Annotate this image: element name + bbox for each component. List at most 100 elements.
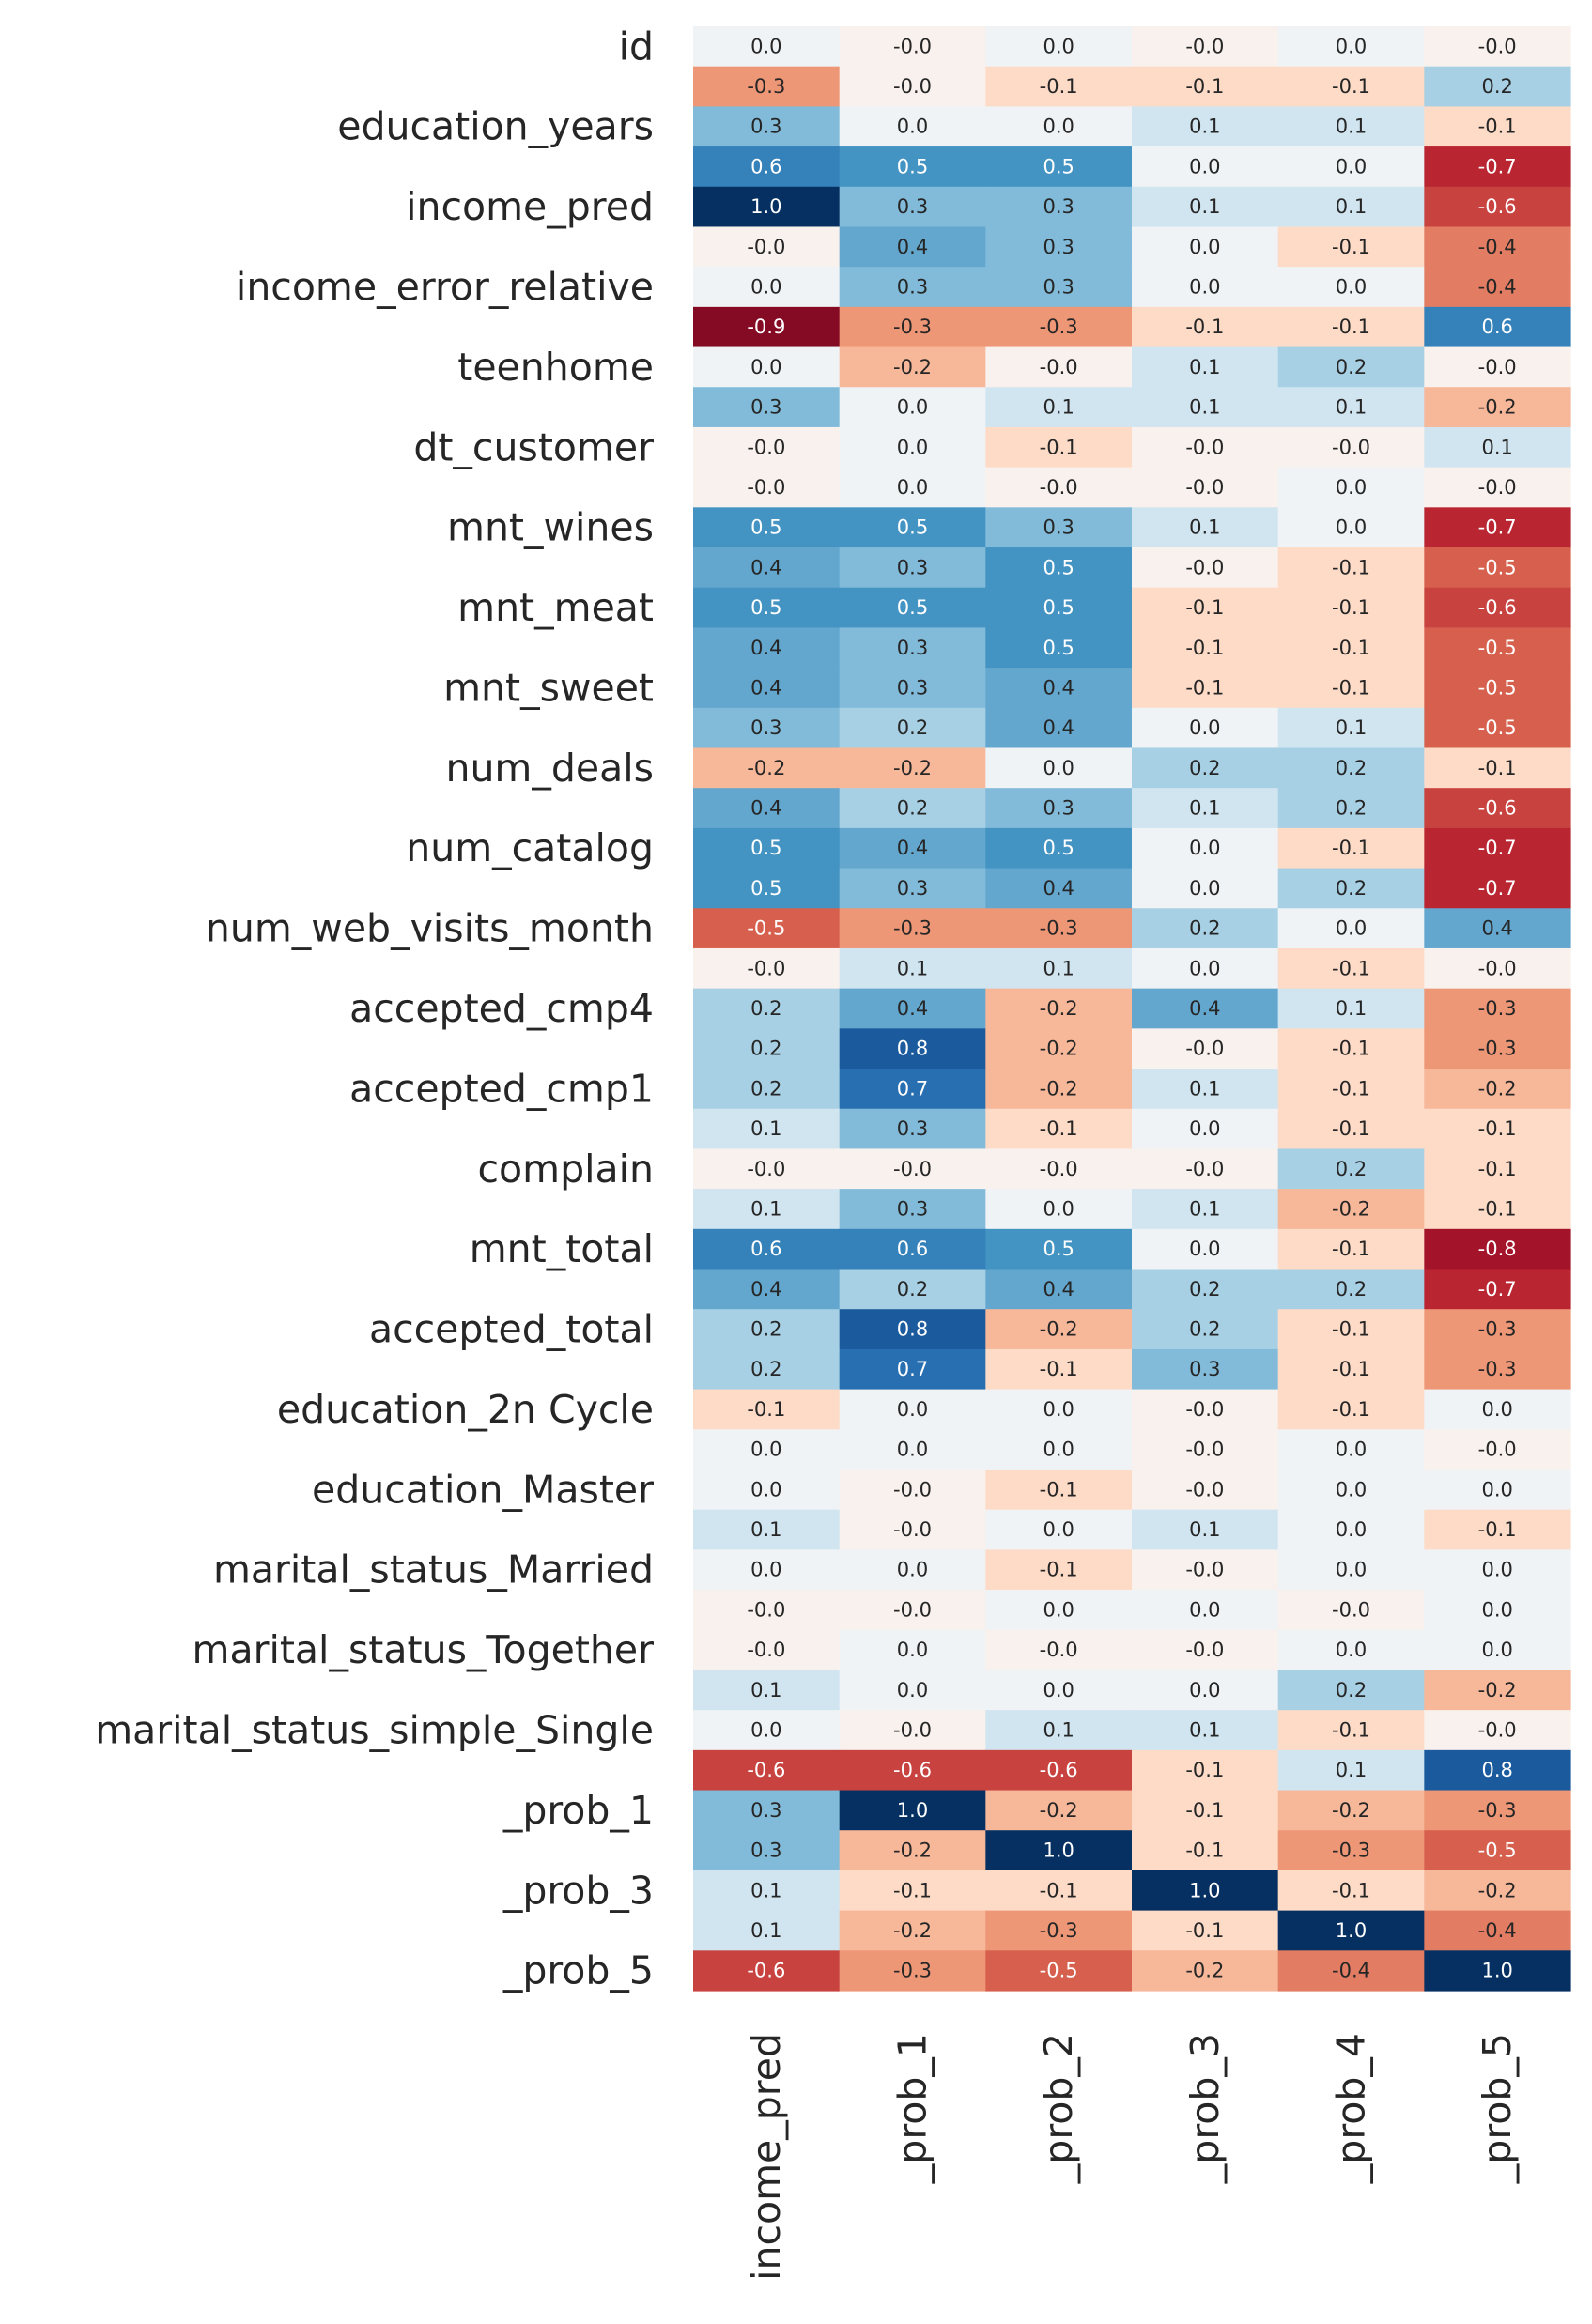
heatmap-cell [985,1670,1133,1711]
heatmap-cell [693,1509,841,1550]
cell-value-label: -0.0 [1040,356,1078,378]
heatmap-cell [985,947,1133,990]
heatmap-cell [693,1790,841,1831]
heatmap-cell [839,1309,986,1350]
cell-value-label: 0.1 [1189,356,1220,378]
cell-value-label: -0.2 [1040,1077,1078,1100]
cell-value-label: -0.0 [1185,1158,1224,1180]
heatmap-cell [693,1670,841,1711]
heatmap-cell [693,1549,841,1591]
cell-value-label: -0.3 [1478,1038,1517,1060]
heatmap-cell [693,426,841,469]
cell-value-label: -0.5 [1478,556,1517,578]
heatmap-cell [985,1830,1133,1871]
cell-value-label: 1.0 [897,1799,928,1822]
heatmap-cell [693,1148,841,1190]
heatmap-cell [693,1389,841,1430]
cell-value-label: 0.2 [1336,757,1367,779]
heatmap-cell [985,1509,1133,1550]
cell-value-label: 0.0 [1189,1679,1220,1701]
heatmap-cell [839,1148,986,1190]
heatmap-cell [839,66,986,107]
heatmap-cells: 0.0 -0.0 0.0 -0.0 0.0 -0.0 -0.3 -0.0 -0.1 -0.1 -0.… [693,26,1571,1992]
cell-value-label: 0.2 [1336,1679,1367,1701]
heatmap-cell [985,1228,1133,1270]
cell-value-label: 0.0 [750,35,781,57]
heatmap-cell [1424,827,1571,870]
cell-value-label: -0.0 [1478,476,1517,499]
cell-value-label: -0.4 [1478,236,1517,258]
cell-value-label: 0.0 [750,356,781,378]
heatmap-cell [693,146,841,188]
heatmap-cell [1424,1509,1571,1550]
heatmap-cell [1132,387,1279,428]
heatmap-cell [693,1469,841,1511]
heatmap-cell [1277,1749,1425,1792]
cell-value-label: 0.2 [750,1318,781,1341]
heatmap-cell [985,186,1133,228]
cell-value-label: 0.3 [897,1197,928,1220]
cell-value-label: 0.1 [1336,396,1367,419]
cell-value-label: -0.2 [1040,1318,1078,1341]
cell-value-label: 0.1 [897,957,928,979]
heatmap-cell [839,346,986,388]
cell-value-label: -0.3 [747,75,785,98]
row-label: accepted_cmp4 [349,986,654,1031]
heatmap-cell [1132,306,1279,348]
heatmap-cell [693,1710,841,1751]
cell-value-label: -0.0 [1185,35,1224,57]
row-label: complain [478,1147,654,1192]
heatmap-cell [1132,1228,1279,1270]
heatmap-cell [985,868,1133,909]
heatmap-cell [985,306,1133,348]
cell-value-label: 0.0 [897,396,928,419]
heatmap-cell [839,1790,986,1831]
heatmap-cell [693,1749,841,1792]
heatmap-cell [693,346,841,388]
heatmap-cell [1424,507,1571,548]
heatmap-cell [693,1348,841,1391]
heatmap-cell [693,788,841,829]
cell-value-label: 0.4 [750,797,781,820]
cell-value-label: 0.5 [1043,596,1074,619]
heatmap-cell [985,1469,1133,1511]
heatmap-cell [985,507,1133,548]
cell-value-label: -0.0 [1040,476,1078,499]
cell-value-label: 0.0 [1336,276,1367,299]
cell-value-label: 0.0 [1043,1197,1074,1220]
cell-value-label: -0.1 [1040,1358,1078,1380]
heatmap-cell [1277,186,1425,228]
row-label: num_deals [445,746,654,791]
cell-value-label: -0.1 [1185,1919,1224,1942]
cell-value-label: 0.1 [750,1117,781,1140]
cell-value-label: 0.3 [750,115,781,138]
heatmap-cell [1277,66,1425,107]
cell-value-label: 0.0 [1336,1559,1367,1581]
cell-value-label: -0.0 [1185,1439,1224,1461]
cell-value-label: -0.0 [1478,35,1517,57]
heatmap-cell [839,1549,986,1591]
heatmap-cell [693,1269,841,1310]
cell-value-label: -0.3 [1040,316,1078,338]
cell-value-label: -0.0 [893,1518,932,1541]
cell-value-label: -0.0 [1478,957,1517,979]
heatmap-cell [1424,186,1571,228]
heatmap-cell [1424,587,1571,628]
cell-value-label: 0.4 [897,997,928,1020]
cell-value-label: 0.1 [1043,1718,1074,1741]
heatmap-cell [693,1950,841,1992]
heatmap-cell [1424,868,1571,909]
cell-value-label: 0.4 [1043,877,1074,900]
heatmap-cell [1277,908,1425,949]
heatmap-cell [1132,1309,1279,1350]
heatmap-cell [985,827,1133,870]
heatmap-cell [985,707,1133,749]
cell-value-label: 0.3 [897,195,928,218]
heatmap-cell [693,1028,841,1070]
heatmap-cell [693,66,841,107]
cell-value-label: -0.1 [1185,1799,1224,1822]
heatmap-cell [1132,547,1279,589]
heatmap-cell [1277,1189,1425,1230]
cell-value-label: 0.3 [1189,1358,1220,1380]
cell-value-label: 0.0 [1481,1598,1512,1621]
